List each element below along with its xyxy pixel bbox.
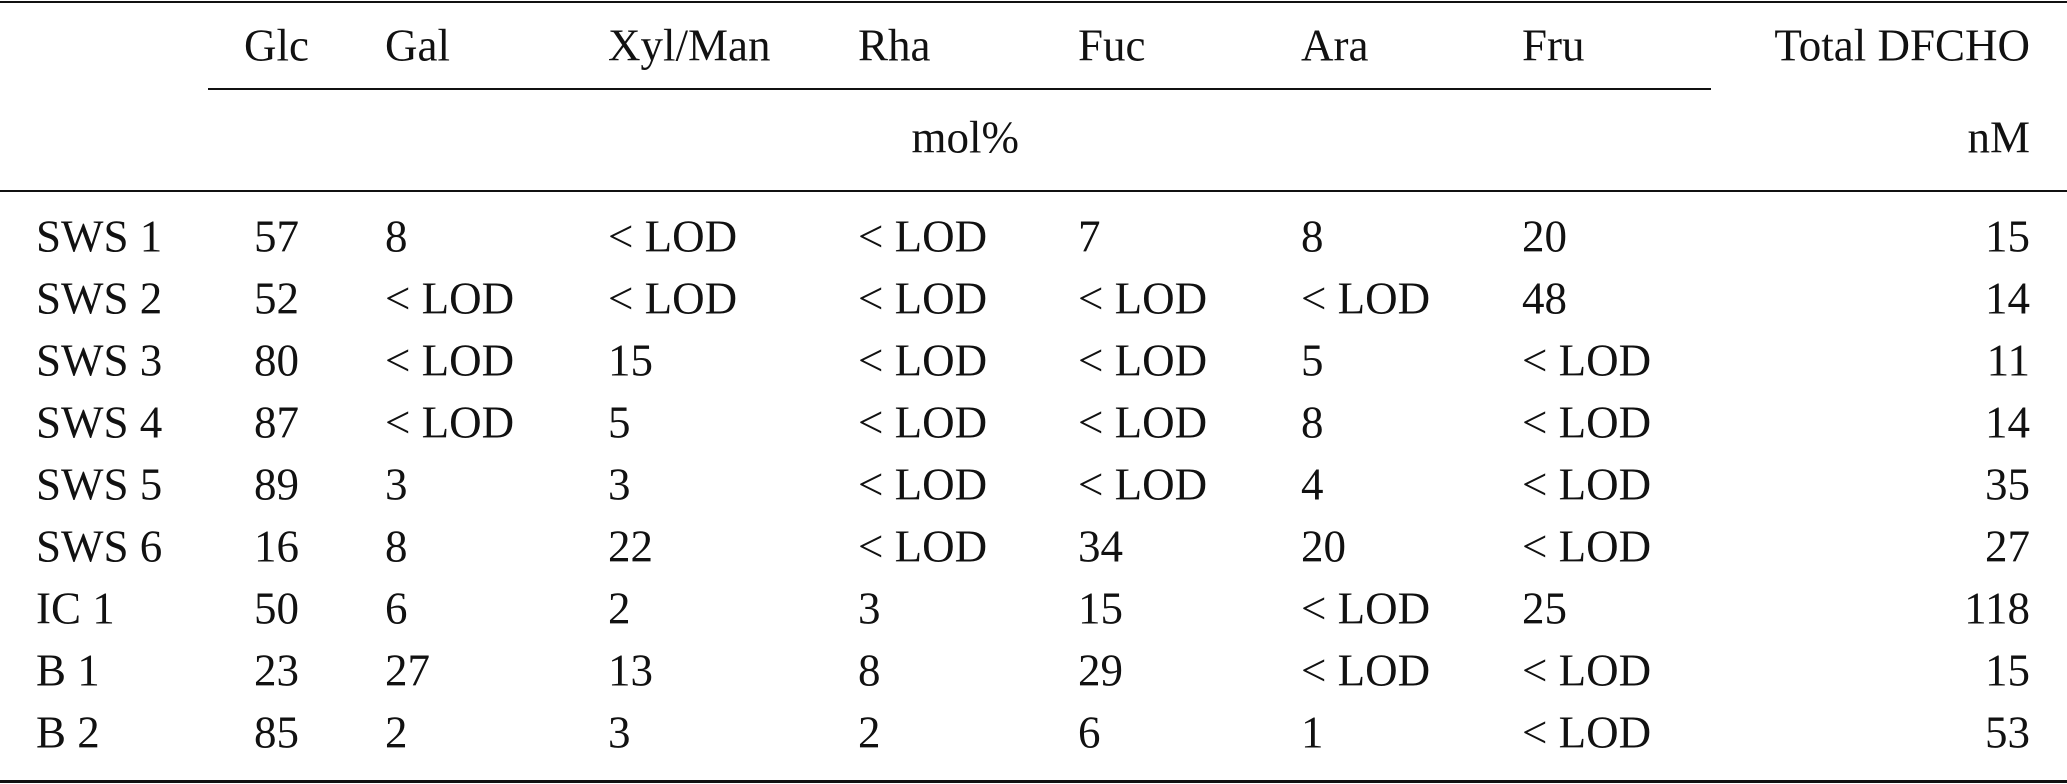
- header-subrule: [208, 88, 1711, 90]
- table-cell: < LOD: [1522, 645, 1652, 696]
- table-cell: < LOD: [385, 335, 515, 386]
- table-cell: < LOD: [1078, 273, 1208, 324]
- table-cell: < LOD: [858, 273, 988, 324]
- table-cell: < LOD: [1301, 645, 1431, 696]
- table-cell: < LOD: [1301, 273, 1431, 324]
- table-cell: 20: [1301, 521, 1346, 572]
- row-label: SWS 4: [36, 397, 163, 448]
- table-cell: 3: [385, 459, 408, 510]
- table-cell: < LOD: [858, 335, 988, 386]
- row-label: IC 1: [36, 583, 115, 634]
- table-cell: 22: [608, 521, 653, 572]
- table-cell: < LOD: [1522, 521, 1652, 572]
- table-cell: 14: [1985, 273, 2030, 324]
- table-cell: 3: [608, 707, 631, 758]
- table-cell: 8: [385, 521, 408, 572]
- table-cell: 25: [1522, 583, 1567, 634]
- table-cell: 34: [1078, 521, 1123, 572]
- table-cell: 15: [1078, 583, 1123, 634]
- table-cell: < LOD: [1522, 459, 1652, 510]
- column-header: Ara: [1301, 20, 1369, 71]
- unit-label: mol%: [911, 112, 1020, 163]
- column-header: Rha: [858, 20, 931, 71]
- column-header: Xyl/Man: [608, 20, 771, 71]
- unit-label: nM: [1967, 112, 2030, 163]
- table-cell: 3: [608, 459, 631, 510]
- table-cell: 15: [1985, 211, 2030, 262]
- table-cell: 8: [858, 645, 881, 696]
- table-cell: 48: [1522, 273, 1567, 324]
- table-cell: 11: [1986, 335, 2030, 386]
- table-cell: < LOD: [1522, 335, 1652, 386]
- table-cell: 35: [1985, 459, 2030, 510]
- table-cell: < LOD: [1301, 583, 1431, 634]
- table-cell: 5: [608, 397, 631, 448]
- table-cell: 20: [1522, 211, 1567, 262]
- table-cell: 27: [385, 645, 430, 696]
- table-cell: 5: [1301, 335, 1324, 386]
- table-cell: < LOD: [1522, 397, 1652, 448]
- table-cell: 7: [1078, 211, 1101, 262]
- table-cell: 2: [858, 707, 881, 758]
- table-cell: 6: [385, 583, 408, 634]
- table-cell: 8: [1301, 397, 1324, 448]
- table-cell: < LOD: [1078, 459, 1208, 510]
- top-rule: [0, 1, 2067, 3]
- table-cell: 118: [1964, 583, 2030, 634]
- header-rule: [0, 190, 2067, 192]
- table-cell: < LOD: [608, 273, 738, 324]
- table-cell: 50: [254, 583, 299, 634]
- column-header: Gal: [385, 20, 450, 71]
- table-cell: 6: [1078, 707, 1101, 758]
- bottom-rule: [0, 780, 2067, 783]
- table-cell: 27: [1985, 521, 2030, 572]
- table-cell: 15: [608, 335, 653, 386]
- table-cell: 52: [254, 273, 299, 324]
- table-cell: 80: [254, 335, 299, 386]
- table-cell: 85: [254, 707, 299, 758]
- table-cell: < LOD: [858, 211, 988, 262]
- table-cell: 29: [1078, 645, 1123, 696]
- table-cell: 14: [1985, 397, 2030, 448]
- column-header: Fru: [1522, 20, 1585, 71]
- row-label: SWS 6: [36, 521, 163, 572]
- table-cell: < LOD: [858, 459, 988, 510]
- table-cell: 89: [254, 459, 299, 510]
- table-cell: 1: [1301, 707, 1324, 758]
- table-cell: 16: [254, 521, 299, 572]
- table-cell: 3: [858, 583, 881, 634]
- table-cell: < LOD: [385, 397, 515, 448]
- row-label: SWS 1: [36, 211, 163, 262]
- column-header: Total DFCHO: [1774, 20, 2030, 71]
- table-cell: 57: [254, 211, 299, 262]
- table-cell: 4: [1301, 459, 1324, 510]
- row-label: SWS 3: [36, 335, 163, 386]
- table-cell: < LOD: [858, 397, 988, 448]
- table-cell: < LOD: [1078, 335, 1208, 386]
- table-cell: 8: [385, 211, 408, 262]
- table-cell: < LOD: [1078, 397, 1208, 448]
- column-header: Fuc: [1078, 20, 1146, 71]
- table-cell: < LOD: [385, 273, 515, 324]
- table-cell: 2: [385, 707, 408, 758]
- table-cell: 23: [254, 645, 299, 696]
- row-label: SWS 2: [36, 273, 163, 324]
- row-label: B 2: [36, 707, 100, 758]
- table-cell: 8: [1301, 211, 1324, 262]
- table-cell: < LOD: [1522, 707, 1652, 758]
- table-cell: < LOD: [608, 211, 738, 262]
- table-cell: 87: [254, 397, 299, 448]
- table-cell: 53: [1985, 707, 2030, 758]
- table-cell: < LOD: [858, 521, 988, 572]
- row-label: SWS 5: [36, 459, 163, 510]
- table-cell: 13: [608, 645, 653, 696]
- table-cell: 15: [1985, 645, 2030, 696]
- table-cell: 2: [608, 583, 631, 634]
- row-label: B 1: [36, 645, 100, 696]
- column-header: Glc: [244, 20, 309, 71]
